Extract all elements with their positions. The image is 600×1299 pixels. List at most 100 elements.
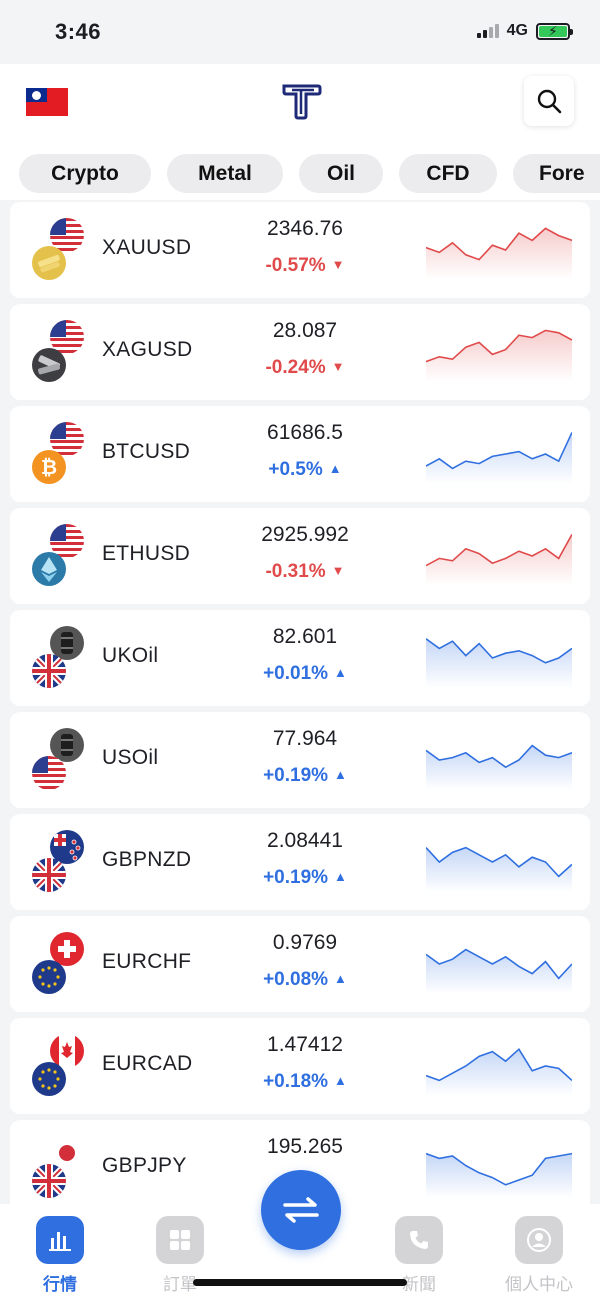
nav-label: 訂單 xyxy=(163,1275,197,1294)
uk-icon xyxy=(32,654,66,688)
quote-row[interactable]: ₿ BTCUSD 61686.5 +0.5% ▲ xyxy=(10,406,590,502)
tab-crypto[interactable]: Crypto xyxy=(19,154,151,193)
status-bar: 3:46 4G ⚡ xyxy=(0,0,600,64)
change-arrow-icon: ▼ xyxy=(331,359,345,374)
change-value: +0.19% xyxy=(263,765,329,786)
user-icon xyxy=(515,1216,563,1264)
quote-row[interactable]: ETHUSD 2925.992 -0.31% ▼ xyxy=(10,508,590,604)
phone-icon xyxy=(395,1216,443,1264)
tab-oil[interactable]: Oil xyxy=(299,154,383,193)
taiwan-flag-icon[interactable] xyxy=(26,88,68,116)
pair-icons xyxy=(32,320,88,384)
quote-symbol: UKOil xyxy=(102,644,159,667)
sparkline-area xyxy=(426,847,572,892)
sparkline xyxy=(426,744,572,790)
quote-price: 2925.992 xyxy=(261,523,349,546)
pair-icons xyxy=(32,830,88,894)
pair-icons xyxy=(32,728,88,792)
signal-icon xyxy=(476,24,499,38)
sparkline-line xyxy=(426,1152,572,1186)
sparkline-area xyxy=(426,1153,572,1198)
change-arrow-icon: ▼ xyxy=(331,257,345,272)
sparkline-line xyxy=(426,948,572,980)
quote-symbol: BTCUSD xyxy=(102,440,191,463)
sparkline-line xyxy=(426,744,572,769)
tab-cfd[interactable]: CFD xyxy=(399,154,497,193)
quote-row[interactable]: GBPJPY 195.265 ▲ xyxy=(10,1120,590,1204)
quote-row[interactable]: EURCAD 1.47412 +0.18% ▲ xyxy=(10,1018,590,1114)
sparkline-line xyxy=(426,534,572,567)
quote-row[interactable]: USOil 77.964 +0.19% ▲ xyxy=(10,712,590,808)
nav-label: 行情 xyxy=(43,1275,77,1294)
change-arrow-icon: ▲ xyxy=(328,461,342,476)
quote-row[interactable]: GBPNZD 2.08441 +0.19% ▲ xyxy=(10,814,590,910)
pair-icons xyxy=(32,1034,88,1098)
tab-forex[interactable]: Fore xyxy=(513,154,600,193)
sparkline-line xyxy=(426,432,572,470)
quote-change: +0.08% ▲ xyxy=(210,969,400,991)
sparkline-area xyxy=(426,745,572,790)
ch-icon xyxy=(50,932,84,966)
jp-icon xyxy=(50,1136,84,1170)
sparkline-area xyxy=(426,534,572,586)
sparkline xyxy=(426,432,572,484)
tab-metal[interactable]: Metal xyxy=(167,154,283,193)
eu-icon xyxy=(32,1062,66,1096)
quote-row[interactable]: UKOil 82.601 +0.01% ▲ xyxy=(10,610,590,706)
uk-icon xyxy=(32,1164,66,1198)
silver-icon xyxy=(32,348,66,382)
sparkline-area xyxy=(426,228,572,280)
quote-row[interactable]: XAUUSD 2346.76 -0.57% ▼ xyxy=(10,202,590,298)
quote-symbol: ETHUSD xyxy=(102,542,191,565)
trade-swap-button[interactable] xyxy=(261,1170,341,1250)
sparkline-area xyxy=(426,1049,572,1096)
app-header xyxy=(0,64,600,148)
us-icon xyxy=(50,422,84,456)
nav-item-news[interactable]: 新聞 xyxy=(364,1216,474,1295)
uk-icon xyxy=(32,858,66,892)
pair-icons xyxy=(32,1136,88,1200)
nav-item-profile[interactable]: 個人中心 xyxy=(484,1216,594,1295)
quote-list: XAUUSD 2346.76 -0.57% ▼ XAGUSD 28.087 -0.… xyxy=(10,200,590,1204)
change-value: -0.57% xyxy=(265,255,326,276)
sparkline-line xyxy=(426,329,572,363)
search-button[interactable] xyxy=(524,76,574,126)
quote-symbol: USOil xyxy=(102,746,159,769)
quote-change: +0.19% ▲ xyxy=(210,765,400,787)
sparkline xyxy=(426,1152,572,1198)
us-icon xyxy=(50,524,84,558)
change-arrow-icon: ▲ xyxy=(334,1073,347,1088)
us-icon xyxy=(50,320,84,354)
swap-icon xyxy=(283,1197,319,1223)
quote-row[interactable]: XAGUSD 28.087 -0.24% ▼ xyxy=(10,304,590,400)
battery-icon: ⚡ xyxy=(536,22,573,40)
sparkline xyxy=(426,534,572,586)
eth-icon xyxy=(32,552,66,586)
change-arrow-icon: ▲ xyxy=(334,665,347,680)
quote-price: 28.087 xyxy=(272,319,338,342)
quote-change: -0.24% ▼ xyxy=(210,357,400,379)
nav-item-orders[interactable]: 訂單 xyxy=(125,1216,235,1295)
sparkline-line xyxy=(426,1047,572,1082)
quote-row[interactable]: EURCHF 0.9769 +0.08% ▲ xyxy=(10,916,590,1012)
pair-icons xyxy=(32,218,88,282)
eu-icon xyxy=(32,960,66,994)
quote-price: 0.9769 xyxy=(272,931,338,954)
quote-change: -0.57% ▼ xyxy=(210,255,400,277)
quote-symbol: GBPNZD xyxy=(102,848,192,871)
nav-item-market[interactable]: 行情 xyxy=(5,1216,115,1295)
quote-change: +0.5% ▲ xyxy=(210,459,400,481)
quote-price: 2.08441 xyxy=(267,829,343,852)
pair-icons xyxy=(32,932,88,996)
sparkline xyxy=(426,227,572,280)
quote-price: 82.601 xyxy=(272,625,338,648)
sparkline xyxy=(426,638,572,688)
quote-change: +0.19% ▲ xyxy=(210,867,400,889)
network-type: 4G xyxy=(506,22,528,39)
change-arrow-icon: ▲ xyxy=(334,971,347,986)
sparkline-area xyxy=(426,638,572,688)
sparkline-area xyxy=(426,949,572,994)
quote-price: 77.964 xyxy=(272,727,338,750)
quote-symbol: XAUUSD xyxy=(102,236,192,259)
quote-symbol: EURCHF xyxy=(102,950,192,973)
